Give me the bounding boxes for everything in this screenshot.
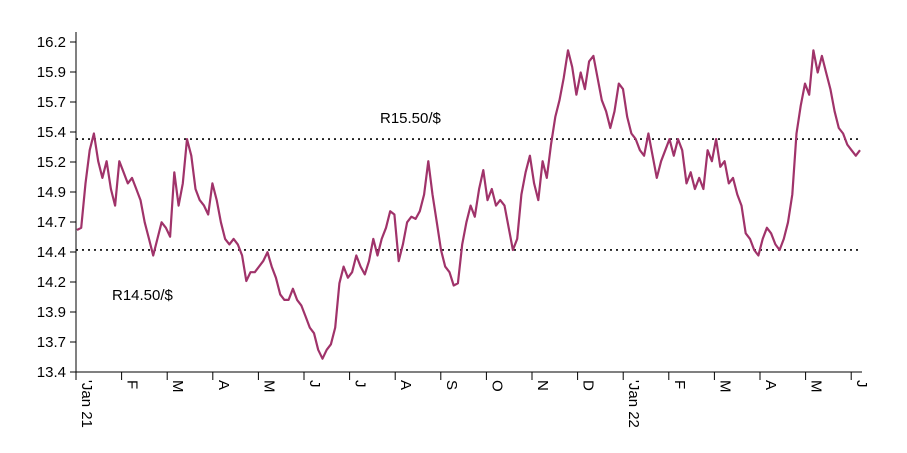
x-tick-label: F	[671, 380, 688, 389]
x-tick-label: M	[260, 380, 277, 393]
x-tick-label: A	[215, 380, 232, 390]
x-axis-ticks: 'Jan 21 F M A M J J A S O N D 'Jan 22 F M A M J	[75, 372, 870, 428]
x-tick-label: M	[169, 380, 186, 393]
x-tick-label: D	[580, 380, 597, 391]
reference-line-label: R15.50/$	[380, 110, 442, 127]
y-tick-label: 14.7	[37, 214, 66, 231]
x-tick-label: M	[808, 380, 825, 393]
y-tick-label: 15.2	[37, 154, 66, 171]
x-tick-label: J	[306, 380, 323, 388]
y-tick-label: 13.7	[37, 334, 66, 351]
x-tick-label: J	[853, 380, 870, 388]
y-axis-ticks: 16.2 15.9 15.7 15.4 15.2 14.9 14.7 14.4 14.2 13.9…	[37, 34, 76, 381]
series-line	[76, 49, 861, 360]
x-tick-label: S	[443, 380, 460, 390]
y-tick-label: 14.2	[37, 274, 66, 291]
x-tick-label: M	[716, 380, 733, 393]
x-tick-label: O	[488, 380, 505, 392]
reference-lines: R15.50/$ R14.50/$	[76, 110, 862, 304]
x-tick-label: N	[534, 380, 551, 391]
y-tick-label: 16.2	[37, 34, 66, 51]
y-tick-label: 14.9	[37, 184, 66, 201]
y-tick-label: 13.4	[37, 364, 66, 381]
y-tick-label: 15.7	[37, 94, 66, 111]
x-tick-label: A	[762, 380, 779, 390]
x-tick-label: J	[352, 380, 369, 388]
y-tick-label: 14.4	[37, 244, 66, 261]
y-tick-label: 13.9	[37, 304, 66, 321]
x-tick-label: 'Jan 22	[625, 380, 642, 428]
x-tick-label: A	[397, 380, 414, 390]
y-tick-label: 15.4	[37, 124, 66, 141]
reference-line-label: R14.50/$	[112, 287, 174, 304]
y-tick-label: 15.9	[37, 64, 66, 81]
x-tick-label: 'Jan 21	[78, 380, 95, 428]
x-tick-label: F	[124, 380, 141, 389]
